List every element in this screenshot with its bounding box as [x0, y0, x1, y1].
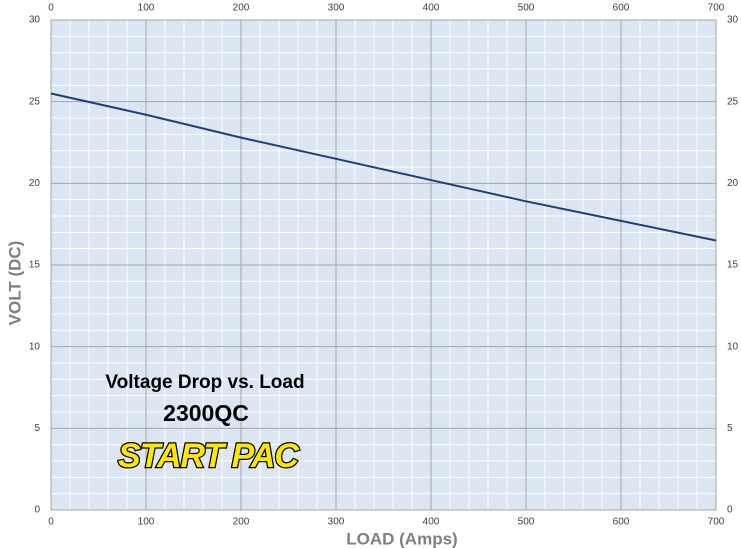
y-tick-label: 5: [727, 423, 733, 434]
x-tick-label: 600: [613, 3, 630, 14]
x-tick-label: 400: [423, 517, 440, 528]
grid: [50, 19, 717, 511]
x-axis-title: LOAD (Amps): [346, 529, 457, 548]
y-tick-label: 20: [29, 178, 41, 189]
y-tick-label: 25: [727, 96, 739, 107]
x-tick-label: 500: [518, 3, 535, 14]
line: [50, 92, 717, 242]
plot-border: [50, 19, 717, 511]
y-tick-label: 20: [727, 178, 739, 189]
y-tick-label: 10: [727, 341, 739, 352]
y-tick-label: 0: [727, 505, 733, 516]
x-tick-label: 600: [613, 517, 630, 528]
y-tick-label: 5: [34, 423, 40, 434]
x-tick-label: 500: [518, 517, 535, 528]
x-tick-label: 700: [708, 517, 725, 528]
annotation: 2300QC: [163, 400, 249, 426]
x-tick-label: 0: [48, 517, 54, 528]
x-tick-label: 700: [708, 3, 725, 14]
y-tick-label: 15: [727, 260, 739, 271]
x-tick-label: 300: [328, 3, 345, 14]
x-tick-label: 0: [48, 3, 54, 14]
x-tick-label: 200: [233, 517, 250, 528]
y-tick-label: 15: [29, 260, 41, 271]
y-tick-label: 0: [34, 505, 40, 516]
x-tick-label: 200: [233, 3, 250, 14]
y-tick-label: 30: [727, 15, 739, 26]
x-tick-label: 100: [138, 517, 155, 528]
y-axis-title: VOLT (DC): [5, 241, 24, 326]
y-tick-label: 10: [29, 341, 41, 352]
logo: START PAC: [118, 437, 299, 475]
x-tick-label: 100: [138, 3, 155, 14]
x-tick-label: 300: [328, 517, 345, 528]
y-tick-label: 30: [29, 15, 41, 26]
annotation: Voltage Drop vs. Load: [105, 372, 304, 393]
y-tick-label: 25: [29, 96, 41, 107]
x-tick-label: 400: [423, 3, 440, 14]
